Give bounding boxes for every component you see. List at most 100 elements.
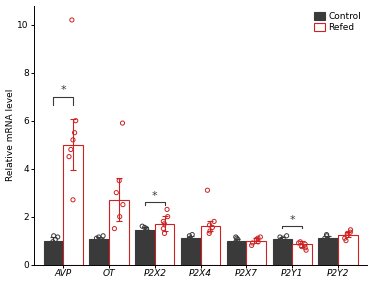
Point [94,241,100,245]
Point [70,137,76,142]
Point [187,236,193,241]
Point [235,237,241,242]
Point [112,226,117,231]
Point [322,236,328,241]
Point [257,235,263,239]
Point [348,227,354,232]
Point [255,236,261,241]
Point [113,190,119,195]
Point [302,242,308,247]
Point [297,239,303,244]
Point [325,241,331,245]
Point [250,241,256,245]
Point [255,239,261,244]
Point [73,118,79,123]
Point [165,214,171,219]
Bar [89,239,109,265]
Bar [181,238,201,265]
Point [233,239,239,244]
Point [206,231,212,236]
Point [100,233,106,238]
Point [47,244,53,249]
Point [275,239,281,244]
Bar [292,244,312,265]
Bar [44,241,63,265]
Text: *: * [289,214,295,225]
Point [211,219,217,224]
Point [162,231,167,236]
Text: *: * [60,85,66,95]
Point [347,230,353,235]
Point [236,242,242,247]
Point [92,242,98,247]
Point [186,233,192,238]
Y-axis label: Relative mRNA level: Relative mRNA level [6,89,15,181]
Point [51,233,57,238]
Bar [63,145,83,265]
Bar [227,241,247,265]
Point [324,232,330,237]
Point [296,241,302,245]
Point [249,243,255,248]
Point [139,224,145,229]
Point [117,214,123,219]
Point [68,147,74,152]
Bar [135,230,155,265]
Bar [273,239,292,265]
Point [144,229,150,233]
Point [234,236,240,241]
Point [303,248,309,252]
Bar [247,241,266,265]
Point [233,241,239,245]
Point [94,236,100,241]
Point [188,238,194,243]
Point [278,238,283,243]
Point [344,231,350,236]
Text: *: * [152,191,157,201]
Point [299,244,305,249]
Bar [109,200,129,265]
Point [277,235,283,239]
Bar [338,235,358,265]
Point [233,235,239,239]
Point [66,154,72,159]
Point [70,198,76,202]
Point [142,231,148,236]
Point [209,225,215,230]
Point [139,233,145,238]
Point [344,233,350,238]
Point [120,202,126,207]
Point [253,237,259,242]
Point [186,237,192,242]
Point [119,121,125,125]
Point [324,233,330,238]
Point [55,235,61,239]
Point [283,233,289,238]
Point [207,229,213,233]
Point [69,18,75,22]
Point [204,188,210,193]
Bar [155,224,175,265]
Bar [201,226,220,265]
Point [53,242,59,247]
Point [96,235,102,239]
Point [327,238,333,243]
Point [281,241,287,245]
Point [302,246,308,250]
Point [342,236,348,241]
Point [116,178,122,183]
Bar [319,238,338,265]
Point [142,225,148,230]
Legend: Control, Refed: Control, Refed [312,10,363,34]
Point [325,237,331,242]
Point [162,222,167,226]
Point [160,226,166,231]
Point [186,241,192,245]
Point [343,238,349,243]
Point [189,232,195,237]
Point [72,130,78,135]
Point [207,223,213,227]
Point [100,238,106,243]
Point [50,239,56,244]
Point [280,236,286,241]
